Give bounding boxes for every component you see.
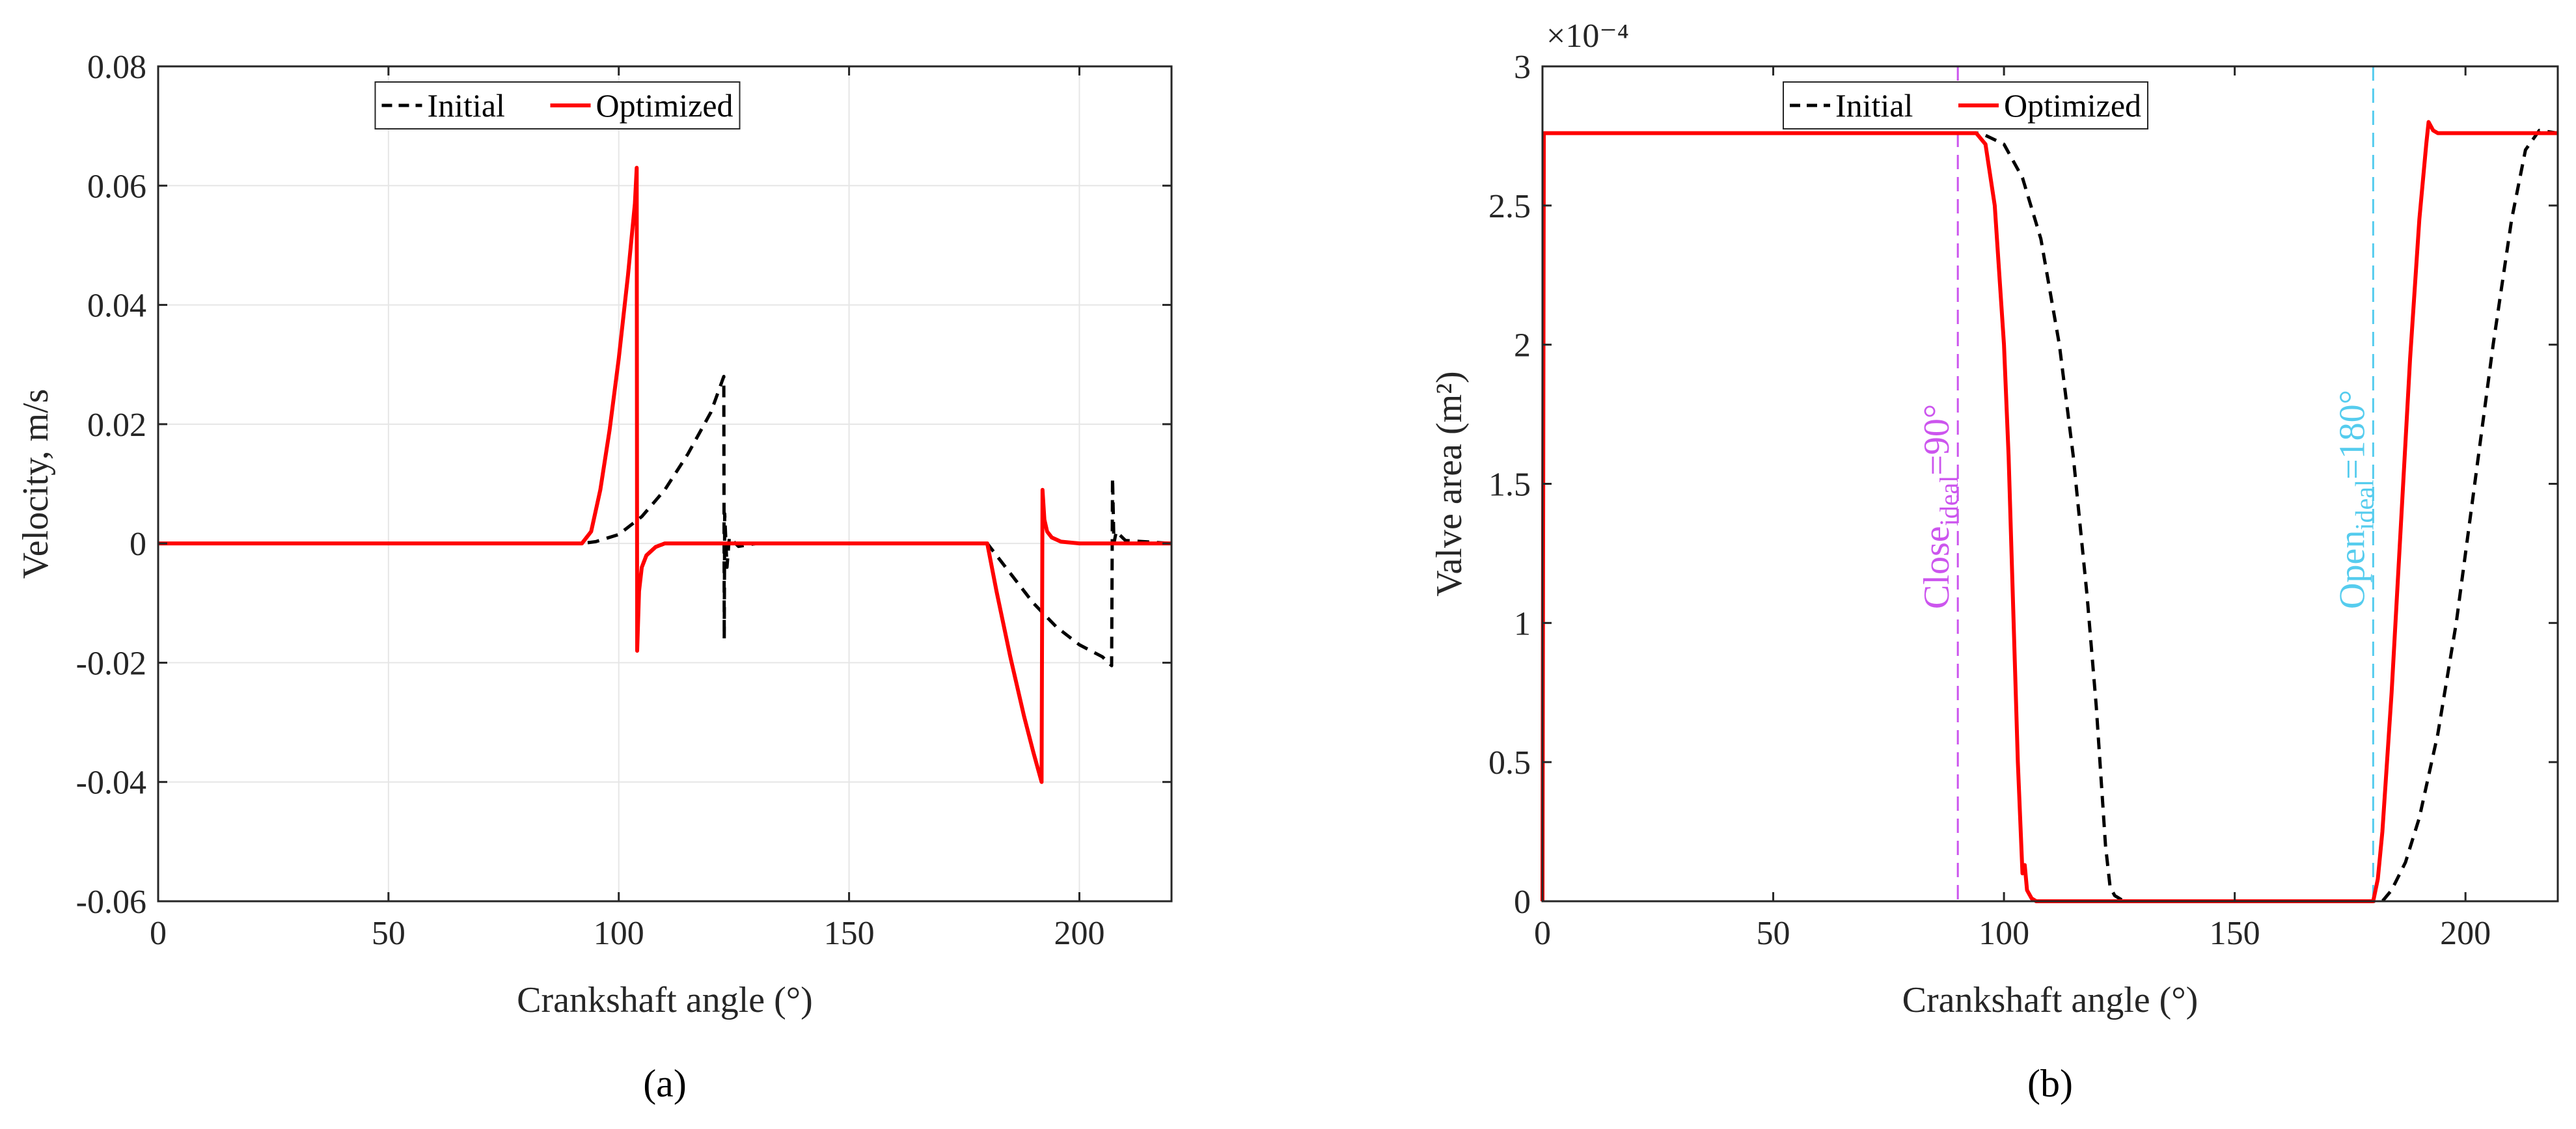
y-tick-label: 0 <box>130 526 146 563</box>
x-tick-label: 100 <box>1979 915 2029 952</box>
panel-label-b: (b) <box>2027 1062 2073 1105</box>
chart-a: 0 50 100 150 200 -0.06 -0.04 -0.02 0 0.02 0.04 0.06… <box>16 49 1173 1105</box>
y-tick-label: 0.02 <box>87 407 146 444</box>
legend-b: Initial Optimized <box>1783 81 2148 129</box>
x-tick-label: 100 <box>594 915 644 952</box>
y-tick-label: -0.06 <box>76 884 146 921</box>
annotations-b: Closeideal=90° Openideal=180° <box>1917 66 2379 901</box>
y-axis-label-a: Velocity, m/s <box>16 389 56 579</box>
x-tick-label: 150 <box>824 915 875 952</box>
y-tick-label: 2 <box>1514 327 1531 364</box>
x-axis-label-a: Crankshaft angle (°) <box>517 980 813 1020</box>
y-tick-label: 0.04 <box>87 288 146 325</box>
x-tick-label: 0 <box>1534 915 1551 952</box>
series-b <box>1541 120 2558 903</box>
x-axis-label-b: Crankshaft angle (°) <box>1902 980 2199 1020</box>
series-line-initial <box>158 375 1172 668</box>
panel-label-a: (a) <box>643 1062 687 1105</box>
legend-label-initial: Initial <box>1835 87 1913 124</box>
legend-a: Initial Optimized <box>374 81 741 129</box>
y-tick-label: 3 <box>1514 49 1531 86</box>
series-line-initial <box>1541 128 2558 903</box>
legend-box <box>1783 81 2148 129</box>
legend-label-optimized: Optimized <box>596 87 733 124</box>
axes-frame-a <box>157 65 1173 903</box>
chart-b: Closeideal=90°Openideal=180° 0 50 100 150 20… <box>1429 18 2559 1105</box>
series-line-optimized <box>1541 120 2558 903</box>
y-tick-label: 1.5 <box>1488 467 1531 504</box>
y-tick-label: 0 <box>1514 884 1531 921</box>
y-tick-label: 2.5 <box>1488 188 1531 225</box>
series-line-optimized <box>158 165 1172 784</box>
y-tick-label: -0.04 <box>76 765 146 802</box>
x-tick-label: 200 <box>2440 915 2491 952</box>
y-tick-label: 1 <box>1514 605 1531 642</box>
x-tick-label: 200 <box>1054 915 1104 952</box>
x-tick-label: 150 <box>2210 915 2260 952</box>
ideal-annotation: Closeideal=90° <box>1917 404 1964 609</box>
y-scale-label-b: ×10⁻⁴ <box>1546 18 1629 55</box>
ticks-b: 0 50 100 150 200 0 0.5 1 1.5 2 2.5 3 <box>1488 49 2558 952</box>
y-tick-label: 0.06 <box>87 168 146 205</box>
x-tick-label: 0 <box>150 915 167 952</box>
y-axis-label-b: Valve area (m²) <box>1429 371 1470 596</box>
axes-frame-b <box>1541 65 2559 903</box>
grid-a <box>158 66 1172 902</box>
series-a <box>158 165 1172 784</box>
ideal-annotation: Openideal=180° <box>2332 390 2379 609</box>
y-tick-label: -0.02 <box>76 645 146 682</box>
y-tick-label: 0.5 <box>1488 744 1531 782</box>
y-tick-label: 0.08 <box>87 49 146 86</box>
ticks-a: 0 50 100 150 200 -0.06 -0.04 -0.02 0 0.02 0.04 0.06… <box>76 49 1172 952</box>
x-tick-label: 50 <box>372 915 405 952</box>
x-tick-label: 50 <box>1757 915 1790 952</box>
legend-label-initial: Initial <box>428 87 505 124</box>
legend-label-optimized: Optimized <box>2004 87 2141 124</box>
